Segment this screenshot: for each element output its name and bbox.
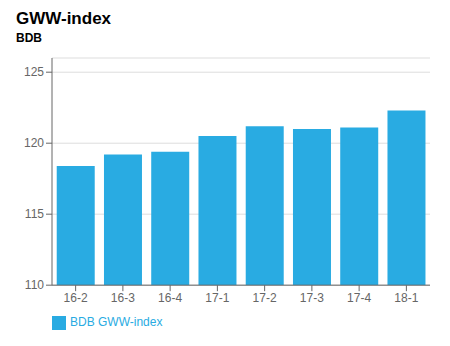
svg-text:16-4: 16-4 [158,291,182,305]
svg-text:17-4: 17-4 [347,291,371,305]
svg-text:16-2: 16-2 [64,291,88,305]
html-text:GWW-index: GWW-index [16,9,111,28]
svg-text:17-1: 17-1 [205,291,229,305]
svg-text:17-3: 17-3 [300,291,324,305]
svg-text:17-2: 17-2 [253,291,277,305]
svg-text:18-1: 18-1 [394,291,418,305]
svg-text:115: 115 [25,207,44,221]
svg-text:120: 120 [24,136,44,150]
html-text:BDB: BDB [16,31,42,45]
html-text:BDB GWW-index: BDB GWW-index [70,315,163,330]
svg-text:125: 125 [24,65,44,79]
svg-text:110: 110 [25,278,44,292]
svg-text:16-3: 16-3 [111,291,135,305]
